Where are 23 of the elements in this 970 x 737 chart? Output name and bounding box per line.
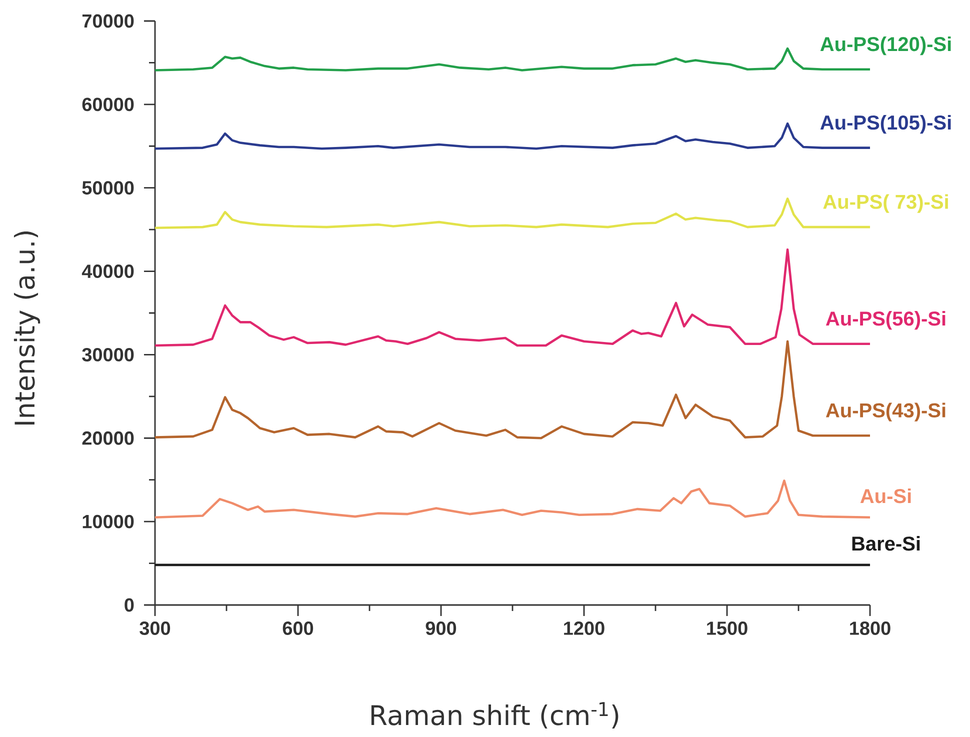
y-tick-label: 40000 bbox=[82, 264, 134, 278]
x-tick-label: 600 bbox=[282, 622, 314, 635]
y-tick-label: 30000 bbox=[82, 348, 134, 362]
y-tick-label: 20000 bbox=[82, 431, 134, 445]
y-tick-label: 50000 bbox=[82, 181, 134, 195]
y-tick-label: 0 bbox=[124, 598, 134, 612]
series-label: Au-PS(56)-Si bbox=[826, 311, 946, 330]
series-label: Bare-Si bbox=[852, 536, 920, 551]
x-tick-label: 900 bbox=[426, 622, 456, 635]
x-axis-title: Raman shift (cm$^{-1}$) bbox=[371, 702, 618, 729]
series-label: Au-PS(43)-Si bbox=[826, 402, 946, 422]
series-label: Au-PS( 73)-Si bbox=[823, 194, 948, 213]
y-tick-label: 70000 bbox=[82, 14, 134, 28]
y-tick-label: 60000 bbox=[82, 98, 134, 112]
series-label: Au-PS(105)-Si bbox=[820, 114, 951, 134]
series-label: Au-Si bbox=[860, 488, 911, 504]
y-axis-title: Intensity (a.u.) bbox=[14, 231, 40, 425]
series-label: Au-PS(120)-Si bbox=[820, 36, 951, 56]
y-tick-label: 10000 bbox=[82, 514, 134, 528]
x-tick-label: 1800 bbox=[850, 622, 890, 635]
x-tick-label: 1200 bbox=[564, 622, 604, 635]
x-tick-label: 1500 bbox=[707, 622, 748, 635]
x-tick-label: 300 bbox=[140, 622, 170, 635]
